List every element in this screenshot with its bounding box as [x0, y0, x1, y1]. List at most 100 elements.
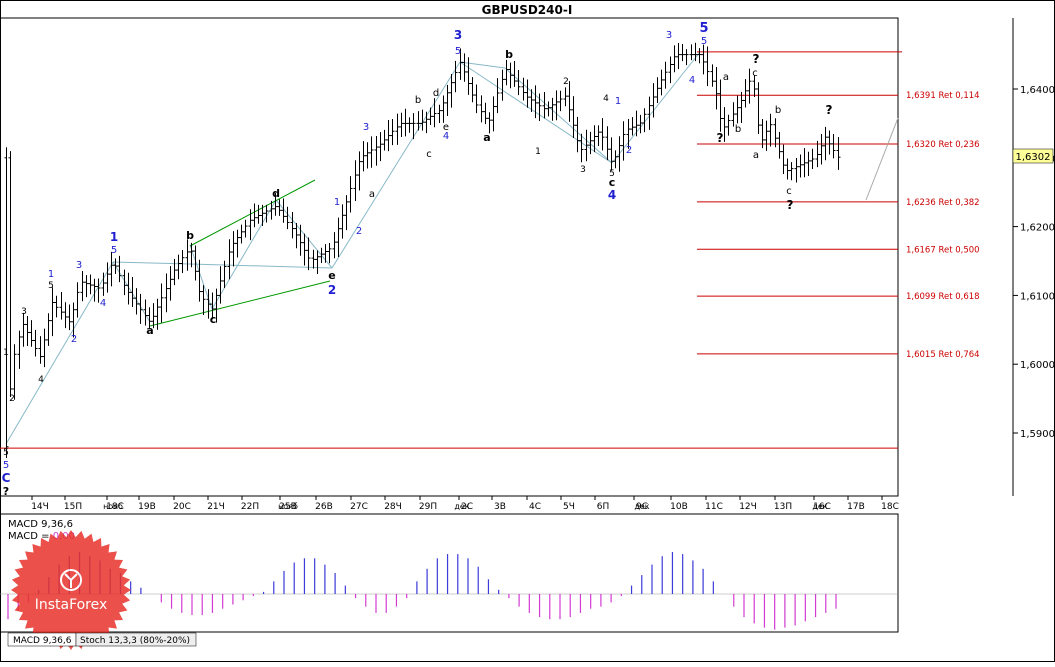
time-tick-label: 29П [419, 502, 437, 512]
wave-label: 4 [443, 131, 449, 142]
time-tick-label: 18С [106, 502, 124, 512]
projection-line [865, 117, 899, 201]
wave-label: d [433, 88, 439, 99]
wave-label: 3 [76, 260, 82, 271]
time-tick-label: 16С [813, 502, 831, 512]
time-tick-label: 17В [847, 502, 865, 512]
time-tick-label: 11С [705, 502, 723, 512]
wave-label: a [146, 324, 153, 337]
wave-labels: 12345C1234551234512345123455abcdeabcdeba… [2, 21, 833, 498]
wave-label: e [443, 122, 449, 133]
watermark-text: InstaForex [35, 597, 108, 613]
wave-label: e [328, 269, 335, 282]
time-tick-label: 6П [597, 502, 610, 512]
wave-label: b [415, 95, 421, 106]
wave-label: ? [787, 198, 794, 212]
tab-stoch-label: Stoch 13,3,3 (80%-20%) [80, 636, 190, 646]
logo-icon [60, 569, 82, 591]
wave-label: 5 [701, 36, 707, 47]
wave-label: 2 [563, 77, 569, 87]
indicator-panel-frame [0, 513, 899, 633]
price-tick-label: 1,6200 [1020, 223, 1055, 234]
time-tick-label: 26В [315, 502, 333, 512]
chart-title: GBPUSD240-I [482, 3, 573, 17]
wave-label: ? [3, 485, 9, 498]
wave-label: 5 [609, 169, 615, 179]
time-tick-label: 13П [774, 502, 792, 512]
wave-label: 2 [328, 283, 336, 297]
time-tick-label: 27С [350, 502, 368, 512]
time-tick-label: 28Ч [384, 502, 402, 512]
wave-label: 3 [363, 122, 369, 133]
wave-label: b [735, 124, 741, 135]
wave-label: 4 [689, 75, 695, 86]
wave-label: ? [753, 52, 760, 66]
wave-label: 2 [626, 145, 632, 156]
time-tick-label: 2С [461, 502, 473, 512]
wave-label: b [775, 105, 781, 116]
logo-glyph [64, 573, 78, 588]
price-tick-label: 1,5900 [1020, 429, 1055, 440]
wave-line-d [211, 199, 277, 310]
wave-label: 5 [111, 245, 117, 256]
fib-label: 1,6099 Ret 0,618 [906, 292, 980, 302]
indicator-tabs[interactable]: MACD 9,36,6 Stoch 13,3,3 (80%-20%) [7, 632, 197, 647]
wave-label: b [505, 48, 513, 61]
triangle-upper-line [189, 179, 316, 247]
time-tick-label: 5Ч [563, 502, 575, 512]
wave-label: a [369, 189, 375, 200]
tab-stoch[interactable] [75, 632, 197, 647]
wave-label: 1 [535, 147, 541, 157]
wave-label: 3 [580, 165, 586, 175]
fibonacci-levels: 1,6391 Ret 0,114 1,6320 Ret 0,236 1,6236 R… [697, 91, 980, 360]
month-label: нояб [103, 502, 123, 511]
fib-label: 1,6167 Ret 0,500 [906, 245, 980, 255]
wave-label: 1 [334, 197, 340, 208]
time-tick-label: 21Ч [207, 502, 225, 512]
time-tick-label: 18С [881, 502, 899, 512]
current-price-box [1012, 148, 1054, 164]
price-tick-label: 1,6100 [1020, 291, 1055, 302]
wave-label: 3 [666, 30, 672, 41]
month-label: дек [634, 502, 649, 511]
time-tick-label: 20С [173, 502, 191, 512]
wave-label: 5 [699, 21, 708, 36]
wave-line-b [112, 261, 191, 265]
macd-value-prefix: MACD = [8, 531, 53, 542]
fib-label: 1,6320 Ret 0,236 [906, 140, 980, 150]
triangle-lower-line [149, 280, 331, 327]
time-tick-label: 19В [138, 502, 156, 512]
wave-label: a [753, 150, 759, 161]
wave-label: C [2, 471, 11, 485]
horizontal-lines [0, 51, 902, 449]
wave-label: 4 [100, 298, 106, 309]
month-label: дек [812, 502, 827, 511]
wave-label: 5 [455, 46, 461, 57]
wave-label: 1 [110, 230, 118, 244]
time-tick-label: 10В [670, 502, 688, 512]
macd-params-label: MACD 9,36,6 [8, 519, 73, 530]
wave-line-4a [459, 61, 506, 69]
wave-label: 2 [9, 394, 15, 404]
wave-label: c [210, 313, 217, 326]
wave-label: d [272, 187, 280, 200]
time-tick-label: 3В [494, 502, 506, 512]
fib-label: 1,6236 Ret 0,382 [906, 198, 980, 208]
current-price-label: 1,6302 [1016, 152, 1051, 163]
time-tick-label: 25В [279, 502, 297, 512]
wave-label: b [186, 229, 194, 242]
time-tick-label: 15П [64, 502, 82, 512]
price-tick-label: 1,6000 [1020, 360, 1055, 371]
price-tick-label: 1,6400 [1020, 85, 1055, 96]
month-label: дек [454, 502, 469, 511]
wave-label: 1 [615, 96, 621, 107]
wave-label: c [752, 68, 758, 79]
wave-label: c [786, 186, 792, 197]
wave-label: 3 [454, 28, 462, 42]
fib-label: 1,6391 Ret 0,114 [906, 91, 980, 101]
wave-label: 4 [38, 375, 44, 385]
wave-label: 4 [603, 94, 609, 104]
